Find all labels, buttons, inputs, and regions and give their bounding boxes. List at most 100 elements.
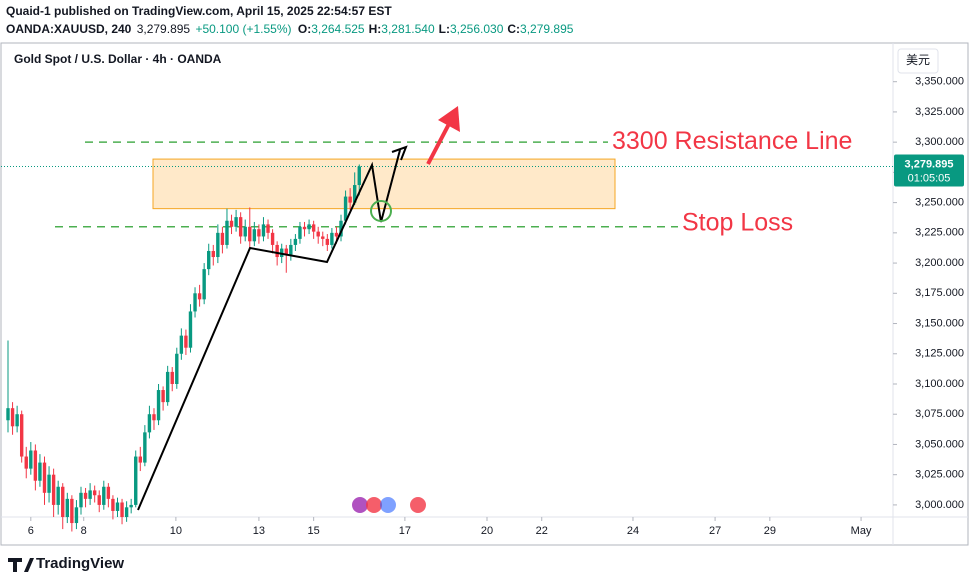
candle-body bbox=[152, 414, 156, 421]
price-zone bbox=[152, 158, 616, 210]
candle-body bbox=[334, 232, 339, 237]
candle-body bbox=[88, 490, 92, 499]
candle-body bbox=[111, 498, 115, 511]
candle-body bbox=[79, 492, 83, 508]
retest-circle bbox=[370, 200, 392, 222]
candle-body bbox=[197, 293, 202, 300]
candle-body bbox=[19, 414, 24, 457]
x-tick-label: 8 bbox=[81, 525, 87, 537]
ohlc-key: C: bbox=[507, 22, 520, 36]
ohlc-key: O: bbox=[298, 22, 311, 36]
x-tick-label: May bbox=[851, 525, 872, 537]
x-tick-label: 15 bbox=[308, 525, 320, 537]
y-tick-label: 3,150.000 bbox=[915, 317, 964, 329]
candle-body bbox=[97, 495, 101, 505]
candle-body bbox=[316, 231, 320, 237]
y-tick-label: 3,075.000 bbox=[915, 408, 964, 420]
candle-body bbox=[24, 456, 28, 469]
candle-body bbox=[211, 250, 215, 258]
level-label: 3300 Resistance Line bbox=[612, 127, 852, 155]
target-arrowhead bbox=[438, 106, 460, 132]
ohlc-key: H: bbox=[369, 22, 382, 36]
ohlc-value: 3,264.525 bbox=[311, 22, 365, 36]
event-icon bbox=[366, 497, 382, 513]
last: 3,279.895 bbox=[137, 22, 191, 36]
x-tick-label: 20 bbox=[481, 525, 493, 537]
candle-body bbox=[216, 232, 220, 258]
ohlc-value: 3,281.540 bbox=[381, 22, 435, 36]
candle-body bbox=[165, 371, 170, 403]
candle-body bbox=[293, 238, 298, 245]
y-tick-label: 3,300.000 bbox=[915, 136, 964, 148]
currency-button[interactable] bbox=[897, 48, 939, 74]
x-tick-label: 27 bbox=[709, 525, 721, 537]
candle-body bbox=[38, 462, 42, 481]
candle-body bbox=[321, 236, 325, 239]
candle-body bbox=[147, 414, 152, 433]
y-tick-label: 3,050.000 bbox=[915, 438, 964, 450]
candle-body bbox=[70, 498, 74, 524]
projection-path bbox=[137, 149, 401, 511]
y-tick-label: 3,000.000 bbox=[915, 499, 964, 511]
candle-body bbox=[61, 486, 65, 517]
candle-body bbox=[353, 185, 357, 203]
candle-body bbox=[330, 232, 334, 245]
x-tick-label: 10 bbox=[170, 525, 182, 537]
candle-body bbox=[270, 232, 275, 245]
candle-body bbox=[129, 504, 133, 508]
candle-body bbox=[42, 462, 47, 493]
x-tick-label: 17 bbox=[399, 525, 411, 537]
y-tick-label: 3,350.000 bbox=[915, 76, 964, 88]
publisher: Quaid-1 published on TradingView.com, Ap… bbox=[6, 4, 392, 18]
event-icon bbox=[352, 497, 368, 513]
candle-body bbox=[348, 196, 352, 203]
x-tick-label: 13 bbox=[253, 525, 265, 537]
candle-body bbox=[124, 507, 129, 517]
candle-body bbox=[15, 414, 19, 427]
candle-body bbox=[234, 217, 238, 227]
candle-body bbox=[161, 390, 165, 403]
candle-body bbox=[229, 220, 234, 227]
candle-body bbox=[266, 224, 270, 233]
candle-body bbox=[343, 196, 348, 221]
candle-body bbox=[307, 224, 311, 230]
candle-body bbox=[143, 432, 147, 463]
ohlc-value: 3,279.895 bbox=[520, 22, 574, 36]
candle-body bbox=[29, 450, 33, 469]
candle-body bbox=[257, 229, 261, 237]
candle-body bbox=[220, 232, 225, 245]
candle-body bbox=[47, 474, 51, 493]
candle-body bbox=[248, 226, 252, 242]
candle-body bbox=[184, 335, 188, 348]
candle-body bbox=[284, 248, 288, 255]
event-icon bbox=[410, 497, 426, 513]
x-tick-label: 22 bbox=[536, 525, 548, 537]
y-tick-label: 3,225.000 bbox=[915, 227, 964, 239]
candle-body bbox=[179, 335, 184, 354]
target-arrow bbox=[426, 121, 452, 165]
candle-body bbox=[83, 492, 88, 499]
chart-frame bbox=[0, 42, 969, 546]
candle-body bbox=[156, 390, 161, 421]
candle-body bbox=[33, 450, 38, 481]
candle-body bbox=[92, 490, 97, 496]
candle-body bbox=[289, 244, 293, 255]
brand: TradingView bbox=[36, 555, 124, 572]
change: +50.100 (+1.55%) bbox=[195, 22, 291, 36]
candle-body bbox=[65, 498, 70, 517]
candle-body bbox=[311, 224, 316, 232]
y-tick-label: 3,125.000 bbox=[915, 348, 964, 360]
ohlc-key: L: bbox=[439, 22, 450, 36]
candle-body bbox=[225, 220, 229, 245]
symbol-line: OANDA:XAUUSD, 240 3,279.895 +50.100 (+1.… bbox=[6, 22, 574, 36]
y-tick-label: 3,200.000 bbox=[915, 257, 964, 269]
candle-body bbox=[357, 166, 361, 186]
candle-body bbox=[188, 311, 193, 348]
symbol: OANDA:XAUUSD, 240 bbox=[6, 22, 132, 36]
candle-body bbox=[170, 371, 174, 384]
candle-body bbox=[298, 226, 302, 239]
y-tick-label: 3,025.000 bbox=[915, 469, 964, 481]
currency-label[interactable]: 美元 bbox=[906, 53, 930, 67]
candle-body bbox=[10, 408, 15, 427]
